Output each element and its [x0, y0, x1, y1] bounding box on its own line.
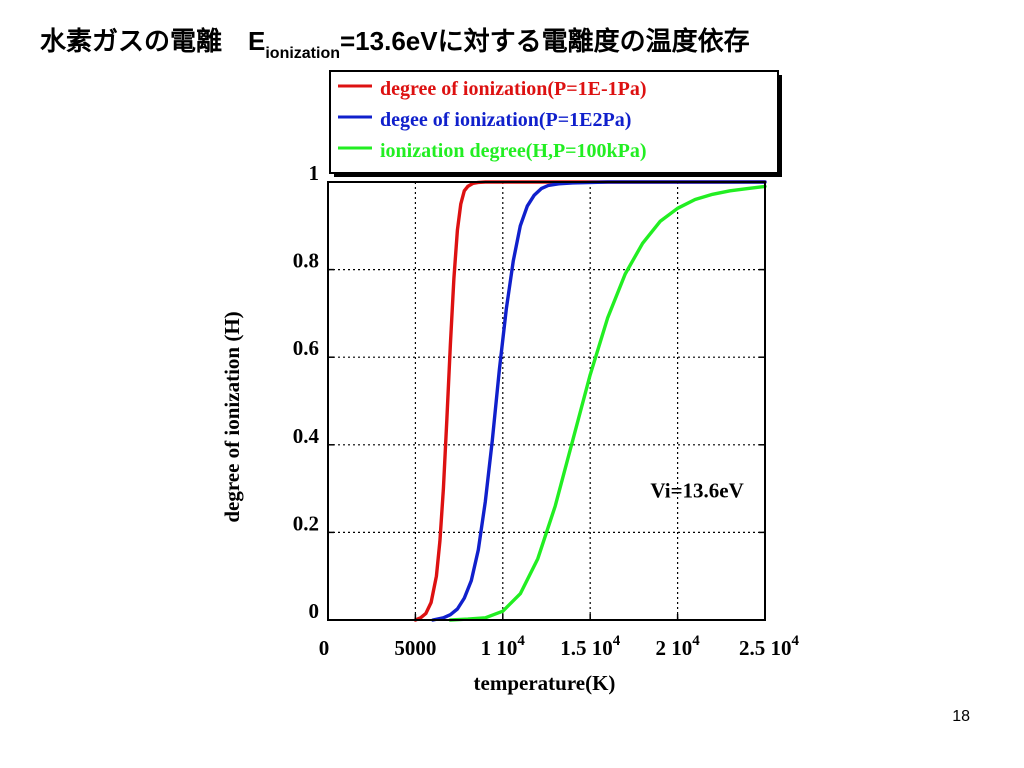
x-tick-base: 1 10 — [481, 636, 518, 660]
legend: degree of ionization(P=1E-1Pa) degee of i… — [329, 70, 782, 177]
x-tick-base: 2.5 10 — [739, 636, 792, 660]
y-axis-label: degree of ionization (H) — [220, 311, 244, 522]
legend-box — [329, 70, 779, 174]
x-tick-base: 1.5 10 — [560, 636, 613, 660]
x-tick-base: 5000 — [394, 636, 436, 660]
title-suffix-text: =13.6eVに対する電離度の温度依存 — [340, 26, 750, 56]
y-tick-label: 1 — [309, 161, 320, 185]
x-tick-text: 1.5 104 — [560, 633, 621, 660]
legend-label: degree of ionization(P=1E-1Pa) — [380, 78, 647, 100]
slide-title: 水素ガスの電離 Eionization=13.6eVに対する電離度の温度依存 — [40, 28, 750, 62]
x-tick-base: 0 — [319, 636, 330, 660]
title-main-text: 水素ガスの電離 E — [40, 26, 266, 56]
legend-entry-1: degree of ionization(P=1E-1Pa) — [338, 78, 647, 100]
x-tick-label: 2 104 — [655, 633, 700, 660]
x-tick-text: 1 104 — [481, 633, 526, 660]
tick-marks — [327, 181, 766, 621]
x-tick-text: 2.5 104 — [739, 633, 800, 660]
x-tick-exponent: 4 — [517, 633, 525, 649]
x-tick-label: 0 — [319, 636, 330, 660]
x-tick-base: 2 10 — [655, 636, 692, 660]
series-line-2 — [431, 180, 767, 622]
x-tick-labels: 0 5000 1 104 1.5 104 2 104 2.5 104 — [319, 633, 800, 660]
x-tick-exponent: 4 — [613, 633, 621, 649]
grid-lines — [328, 182, 765, 620]
y-tick-labels: 0 0.2 0.4 0.6 0.8 1 — [293, 161, 320, 623]
x-tick-label: 2.5 104 — [739, 633, 800, 660]
legend-entry-3: ionization degree(H,P=100kPa) — [338, 140, 647, 162]
y-tick-label: 0 — [309, 599, 320, 623]
x-tick-text: 2 104 — [655, 633, 700, 660]
x-tick-exponent: 4 — [792, 633, 800, 649]
x-tick-label: 1 104 — [481, 633, 526, 660]
legend-label: degee of ionization(P=1E2Pa) — [380, 109, 631, 131]
y-tick-label: 0.2 — [293, 511, 319, 535]
x-tick-exponent: 4 — [692, 633, 700, 649]
x-axis-label: temperature(K) — [474, 671, 616, 695]
plot-frame — [327, 181, 766, 621]
x-tick-text: 5000 — [394, 636, 436, 660]
vi-annotation: Vi=13.6eV — [650, 478, 743, 502]
y-tick-label: 0.6 — [293, 336, 319, 360]
y-tick-label: 0.4 — [293, 424, 320, 448]
legend-entry-2: degee of ionization(P=1E2Pa) — [338, 109, 631, 131]
x-tick-label: 5000 — [394, 636, 436, 660]
x-tick-text: 0 — [319, 636, 330, 660]
slide-number: 18 — [952, 708, 970, 725]
series-line-3 — [448, 184, 767, 622]
legend-label: ionization degree(H,P=100kPa) — [380, 140, 647, 162]
y-tick-label: 0.8 — [293, 249, 319, 273]
title-subscript: ionization — [265, 45, 340, 62]
x-tick-label: 1.5 104 — [560, 633, 621, 660]
